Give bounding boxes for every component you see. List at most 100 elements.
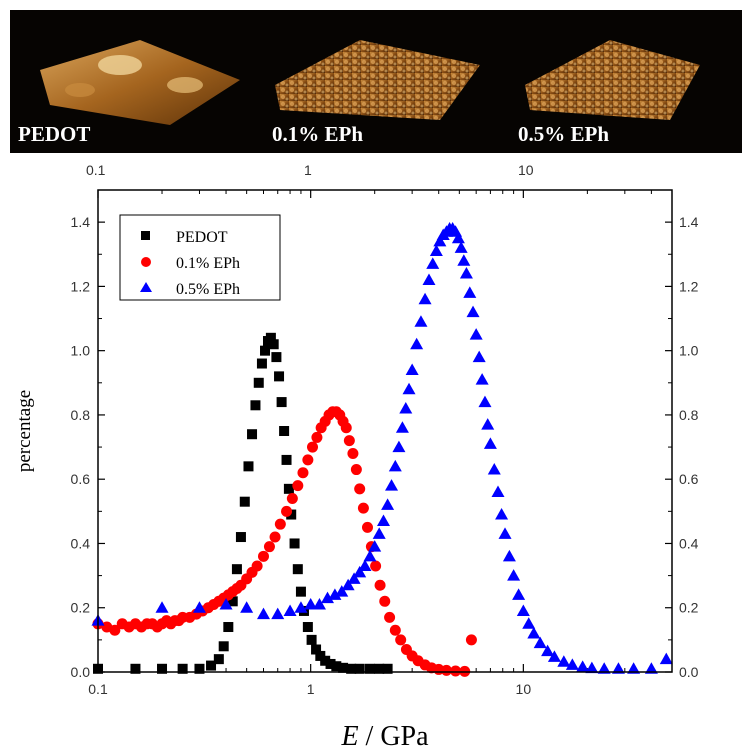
data-point-0-5-eph (557, 655, 571, 667)
data-point-pedot (231, 564, 242, 575)
y-tick-label-left: 0.0 (71, 664, 91, 680)
x-tick-label: 0.1 (88, 681, 108, 697)
data-point-0-5-eph (414, 315, 428, 327)
data-point-0-5-eph (335, 585, 349, 597)
legend-marker-0-1-eph (141, 257, 151, 267)
data-point-pedot (157, 663, 168, 674)
data-point-pedot (227, 596, 238, 607)
data-point-pedot (206, 660, 217, 671)
data-point-0-5-eph (271, 607, 285, 620)
data-point-0-1-eph (269, 531, 281, 543)
data-markers (91, 222, 673, 677)
data-point-0-5-eph (454, 241, 468, 253)
data-point-0-1-eph (384, 611, 396, 623)
data-point-pedot (250, 400, 261, 411)
data-point-0-5-eph (240, 601, 254, 613)
x-tick-label: 10 (516, 681, 532, 697)
data-point-0-5-eph (541, 644, 555, 657)
y-tick-label-left: 1.0 (71, 343, 91, 359)
data-point-0-1-eph (357, 502, 369, 514)
data-point-0-5-eph (597, 662, 611, 674)
data-point-pedot (213, 654, 224, 665)
data-point-pedot (331, 661, 342, 672)
data-point-pedot (194, 663, 205, 674)
data-point-0-5-eph (388, 459, 402, 472)
data-point-0-5-eph (469, 328, 483, 340)
data-point-pedot (364, 663, 375, 674)
data-point-0-5-eph (341, 578, 355, 591)
data-point-pedot (325, 658, 336, 669)
legend: PEDOT 0.1% EPh 0.5% EPh (119, 214, 281, 301)
y-tick-label-left: 1.4 (71, 214, 91, 230)
data-point-0-5-eph (659, 652, 673, 665)
data-point-pedot (177, 663, 188, 674)
data-point-0-5-eph (627, 662, 641, 674)
data-point-0-5-eph (219, 598, 233, 610)
data-point-0-5-eph (565, 658, 579, 670)
data-point-0-1-eph (370, 560, 382, 572)
data-point-0-5-eph (495, 508, 509, 520)
data-point-0-5-eph (256, 607, 270, 620)
data-point-0-1-eph (347, 447, 359, 459)
data-point-pedot (354, 663, 365, 674)
data-point-0-1-eph (440, 664, 452, 676)
data-point-pedot (302, 622, 313, 633)
data-point-0-5-eph (429, 244, 443, 257)
afm-panel-pedot (40, 40, 240, 125)
data-point-0-1-eph (340, 422, 352, 434)
data-point-0-1-eph (274, 518, 286, 530)
data-point-0-5-eph (385, 479, 399, 491)
x-tick-label: 1 (307, 681, 315, 697)
data-point-pedot (235, 532, 246, 543)
data-point-0-1-eph (354, 483, 366, 495)
data-point-0-5-eph (451, 231, 465, 244)
data-point-0-5-eph (611, 662, 625, 674)
y-tick-label-right: 0.8 (679, 407, 699, 423)
data-point-0-5-eph (644, 662, 658, 674)
data-point-0-1-eph (311, 431, 323, 443)
y-tick-label-left: 0.8 (71, 407, 91, 423)
data-point-0-1-eph (395, 634, 407, 646)
data-point-0-5-eph (522, 617, 536, 629)
data-point-0-1-eph (350, 464, 362, 476)
data-point-0-5-eph (533, 636, 547, 649)
data-point-0-5-eph (478, 395, 492, 408)
afm-label-pedot: PEDOT (18, 122, 91, 146)
data-point-0-1-eph (307, 441, 319, 453)
data-point-0-5-eph (585, 661, 599, 674)
data-point-pedot (243, 461, 254, 472)
data-point-0-5-eph (507, 569, 521, 581)
data-point-pedot (382, 663, 393, 674)
data-point-0-1-eph (361, 521, 373, 533)
top-tick-label: 1 (304, 162, 312, 178)
data-point-0-5-eph (410, 337, 424, 350)
data-point-pedot (279, 426, 290, 436)
data-point-0-1-eph (302, 454, 314, 466)
y-tick-label-right: 1.4 (679, 214, 699, 230)
top-tick-label: 10 (518, 162, 534, 178)
y-tick-label-right: 0.4 (679, 535, 699, 551)
data-point-pedot (346, 663, 357, 674)
data-point-0-5-eph (457, 254, 471, 266)
data-point-0-1-eph (292, 480, 304, 492)
legend-marker-pedot (141, 231, 150, 240)
data-point-0-5-eph (547, 650, 561, 662)
top-tick-label: 0.1 (86, 162, 106, 178)
data-point-0-1-eph (281, 505, 293, 517)
data-point-0-5-eph (294, 601, 308, 613)
y-tick-label-left: 0.4 (71, 535, 91, 551)
data-point-pedot (283, 483, 294, 494)
data-point-0-5-eph (381, 498, 395, 510)
y-tick-label-right: 1.0 (679, 343, 699, 359)
x-axis-title-variable: E (340, 721, 358, 752)
data-point-0-5-eph (483, 437, 497, 449)
data-point-0-5-eph (459, 267, 473, 279)
data-point-pedot (289, 538, 300, 549)
y-tick-label-left: 1.2 (71, 278, 91, 294)
data-point-0-5-eph (481, 418, 495, 430)
data-point-0-5-eph (472, 350, 486, 363)
data-point-pedot (286, 509, 297, 520)
data-point-0-5-eph (392, 440, 406, 453)
data-point-0-1-eph (343, 435, 355, 447)
